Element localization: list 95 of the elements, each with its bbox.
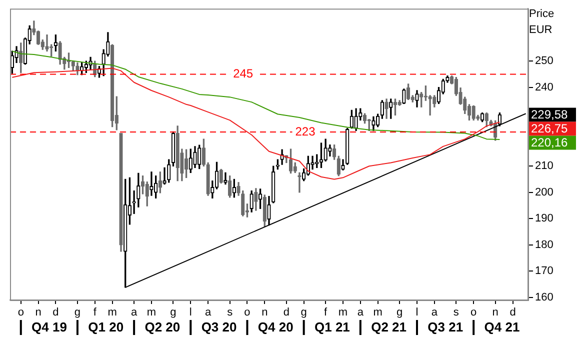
- y-axis-title: Price EUR: [529, 7, 556, 38]
- candlestick: [424, 85, 428, 101]
- x-tick-label: g: [300, 306, 307, 319]
- candlestick: [346, 128, 350, 165]
- x-tick-label: g: [74, 306, 81, 319]
- candlestick: [319, 142, 324, 168]
- candlestick: [389, 98, 393, 119]
- candlestick: [198, 144, 202, 170]
- candlestick: [432, 95, 436, 108]
- candlestick: [315, 154, 319, 168]
- x-tick-label: a: [431, 306, 438, 319]
- candlestick: [228, 175, 232, 198]
- candlestick: [328, 144, 332, 156]
- text: Q4 21: [484, 320, 520, 335]
- x-tick-label: a: [130, 306, 138, 319]
- candlestick: [45, 34, 49, 52]
- candlestick: [193, 146, 197, 168]
- y-tick-label: 250: [535, 55, 554, 68]
- x-tick-label: l: [189, 306, 192, 319]
- x-tick-label: o: [18, 306, 24, 319]
- candlestick: [119, 132, 123, 252]
- text: Q4 19: [32, 320, 67, 335]
- candlestick: [262, 194, 266, 228]
- x-tick-label: f: [93, 306, 98, 319]
- text: Q1 20: [88, 320, 124, 335]
- candlestick: [176, 126, 180, 182]
- x-tick-label: s: [453, 306, 460, 319]
- y-tick-label: 160: [535, 291, 554, 304]
- candlestick: [272, 166, 276, 204]
- y-tick-label: 200: [535, 186, 554, 198]
- x-tick-label: s: [227, 306, 234, 319]
- candlestick: [267, 196, 271, 226]
- x-tick-label: l: [416, 306, 418, 319]
- text: 229,58: [531, 108, 568, 122]
- candlestick: [241, 190, 245, 216]
- y-tick-label: 180: [535, 238, 554, 251]
- candlestick: [250, 190, 254, 212]
- candlestick: [354, 108, 358, 132]
- x-tick-label: n: [262, 306, 268, 319]
- candlestick: [372, 116, 376, 132]
- candlestick: [136, 172, 140, 208]
- candlestick: [54, 34, 58, 52]
- text: Q2 20: [144, 320, 180, 335]
- x-tick-label: n: [35, 306, 42, 319]
- candlestick: [324, 138, 328, 162]
- text: Q4 20: [258, 320, 294, 335]
- y-tick-label: 240: [535, 81, 554, 94]
- text: Q3 20: [201, 320, 237, 335]
- candlestick: [472, 105, 476, 120]
- x-tick-label: n: [492, 306, 498, 319]
- ref-line-label: 245: [233, 66, 254, 81]
- x-tick-label: d: [510, 306, 516, 319]
- y-tick-label: 170: [535, 265, 554, 278]
- x-tick-label: m: [338, 306, 348, 319]
- candlestick: [380, 100, 384, 119]
- x-tick-label: a: [204, 306, 212, 319]
- candlestick: [376, 114, 380, 128]
- candlestick: [341, 159, 345, 170]
- x-tick-label: m: [108, 306, 117, 319]
- candlestick: [76, 62, 80, 76]
- candlestick: [219, 168, 223, 184]
- y-tick-label: 210: [535, 160, 554, 172]
- candlestick: [167, 159, 171, 183]
- candlestick: [236, 182, 240, 196]
- candlestick: [288, 148, 293, 174]
- candlestick: [298, 172, 302, 193]
- candlestick: [428, 95, 432, 116]
- x-tick-label: d: [52, 306, 59, 319]
- x-tick-label: f: [324, 306, 328, 319]
- x-tick-label: g: [170, 306, 176, 319]
- x-tick-label: m: [146, 306, 156, 319]
- candlestick: [171, 131, 176, 166]
- candlestick: [420, 92, 424, 108]
- candlestick: [58, 41, 62, 65]
- text: 226,75: [531, 122, 568, 136]
- text: 220,16: [531, 136, 568, 150]
- x-tick-label: d: [283, 306, 290, 319]
- candlestick: [150, 172, 154, 196]
- candlestick: [258, 188, 262, 209]
- x-tick-label: a: [357, 306, 364, 319]
- candlestick: [415, 90, 419, 108]
- candlestick: [402, 88, 406, 104]
- text: Q2 21: [371, 320, 406, 335]
- x-tick-label: o: [470, 306, 477, 319]
- x-tick-label: o: [244, 306, 250, 319]
- candlestick: [332, 144, 336, 160]
- text: Q3 21: [428, 320, 464, 335]
- candlestick: [188, 148, 192, 174]
- x-tick-label: g: [396, 306, 403, 319]
- text: Q1 21: [314, 320, 350, 335]
- x-tick-label: m: [373, 306, 382, 319]
- ref-line-label: 223: [295, 124, 316, 138]
- candlestick: [132, 190, 136, 214]
- candlestick: [162, 167, 166, 185]
- y-tick-label: 190: [535, 212, 554, 225]
